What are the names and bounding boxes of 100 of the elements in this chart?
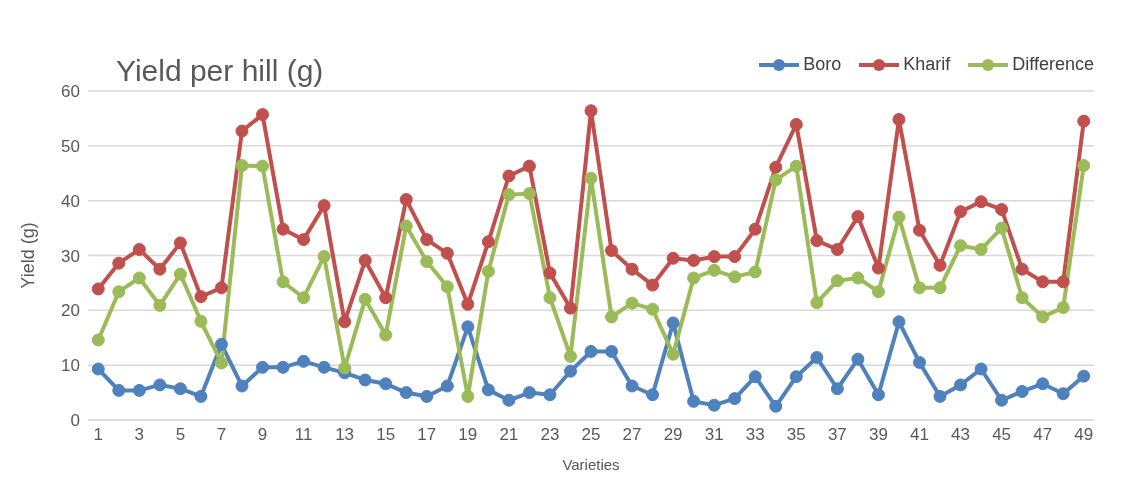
point bbox=[461, 389, 475, 403]
x-tick-label: 25 bbox=[581, 425, 601, 445]
point bbox=[563, 364, 577, 378]
x-tick-label: 49 bbox=[1074, 425, 1094, 445]
point bbox=[214, 281, 228, 295]
x-tick-label: 19 bbox=[458, 425, 478, 445]
point bbox=[132, 242, 146, 256]
x-tick-label: 11 bbox=[294, 425, 313, 445]
point bbox=[1077, 369, 1091, 383]
point bbox=[974, 195, 988, 209]
point bbox=[173, 236, 187, 250]
point bbox=[1077, 114, 1091, 128]
point bbox=[871, 285, 885, 299]
point bbox=[933, 258, 947, 272]
x-tick-label: 1 bbox=[93, 425, 103, 445]
point bbox=[1015, 384, 1029, 398]
point bbox=[625, 262, 639, 276]
x-tick-label: 47 bbox=[1033, 425, 1053, 445]
point bbox=[1015, 262, 1029, 276]
point bbox=[379, 328, 393, 342]
point bbox=[912, 223, 926, 237]
point bbox=[235, 379, 249, 393]
point bbox=[276, 275, 290, 289]
point bbox=[810, 350, 824, 364]
point bbox=[1036, 275, 1050, 289]
point bbox=[954, 205, 968, 219]
y-tick-label: 60 bbox=[61, 82, 80, 102]
point bbox=[728, 250, 742, 264]
point bbox=[276, 222, 290, 236]
point bbox=[379, 291, 393, 305]
point bbox=[543, 291, 557, 305]
point bbox=[112, 383, 126, 397]
point bbox=[1077, 159, 1091, 173]
point bbox=[584, 344, 598, 358]
point bbox=[605, 244, 619, 258]
point bbox=[625, 296, 639, 310]
point bbox=[522, 386, 536, 400]
point bbox=[461, 320, 475, 334]
point bbox=[666, 251, 680, 265]
point bbox=[112, 285, 126, 299]
point bbox=[892, 113, 906, 127]
point bbox=[194, 290, 208, 304]
point bbox=[687, 271, 701, 285]
point bbox=[276, 360, 290, 374]
point bbox=[91, 282, 105, 296]
point bbox=[420, 389, 434, 403]
point bbox=[625, 379, 639, 393]
x-tick-label: 39 bbox=[868, 425, 888, 445]
point bbox=[91, 333, 105, 347]
point bbox=[317, 199, 331, 213]
point bbox=[995, 393, 1009, 407]
point bbox=[974, 242, 988, 256]
point bbox=[646, 302, 660, 316]
legend-label: Kharif bbox=[902, 54, 951, 75]
point bbox=[214, 356, 228, 370]
point bbox=[112, 256, 126, 270]
point bbox=[399, 219, 413, 233]
x-tick-label: 29 bbox=[663, 425, 683, 445]
x-tick-label: 41 bbox=[910, 425, 929, 445]
point bbox=[666, 347, 680, 361]
point bbox=[933, 389, 947, 403]
point bbox=[830, 382, 844, 396]
point bbox=[481, 383, 495, 397]
x-tick-label: 21 bbox=[499, 425, 519, 445]
point bbox=[748, 370, 762, 384]
point bbox=[1056, 387, 1070, 401]
point bbox=[851, 210, 865, 224]
point bbox=[1036, 310, 1050, 324]
point bbox=[830, 274, 844, 288]
point bbox=[194, 389, 208, 403]
point bbox=[748, 265, 762, 279]
point bbox=[954, 239, 968, 253]
legend-label: Difference bbox=[1011, 54, 1094, 75]
point bbox=[256, 360, 270, 374]
point bbox=[153, 262, 167, 276]
point bbox=[687, 253, 701, 267]
point bbox=[481, 264, 495, 278]
point bbox=[912, 281, 926, 295]
point bbox=[256, 108, 270, 122]
x-axis-title: Varieties bbox=[562, 456, 620, 473]
y-tick-label: 0 bbox=[70, 411, 80, 431]
point bbox=[892, 210, 906, 224]
chart-title: Yield per hill (g) bbox=[116, 54, 324, 88]
point bbox=[502, 169, 516, 183]
legend-label: Boro bbox=[802, 54, 842, 75]
x-tick-label: 23 bbox=[540, 425, 560, 445]
point bbox=[995, 221, 1009, 235]
point bbox=[338, 315, 352, 329]
y-tick-label: 20 bbox=[61, 301, 80, 321]
point bbox=[297, 291, 311, 305]
point bbox=[748, 222, 762, 236]
x-tick-label: 33 bbox=[745, 425, 765, 445]
point bbox=[440, 280, 454, 294]
point bbox=[789, 370, 803, 384]
point bbox=[420, 233, 434, 247]
point bbox=[769, 160, 783, 174]
y-axis-title: Yield (g) bbox=[18, 222, 39, 289]
x-tick-label: 45 bbox=[992, 425, 1012, 445]
point bbox=[871, 261, 885, 275]
x-tick-label: 43 bbox=[951, 425, 971, 445]
